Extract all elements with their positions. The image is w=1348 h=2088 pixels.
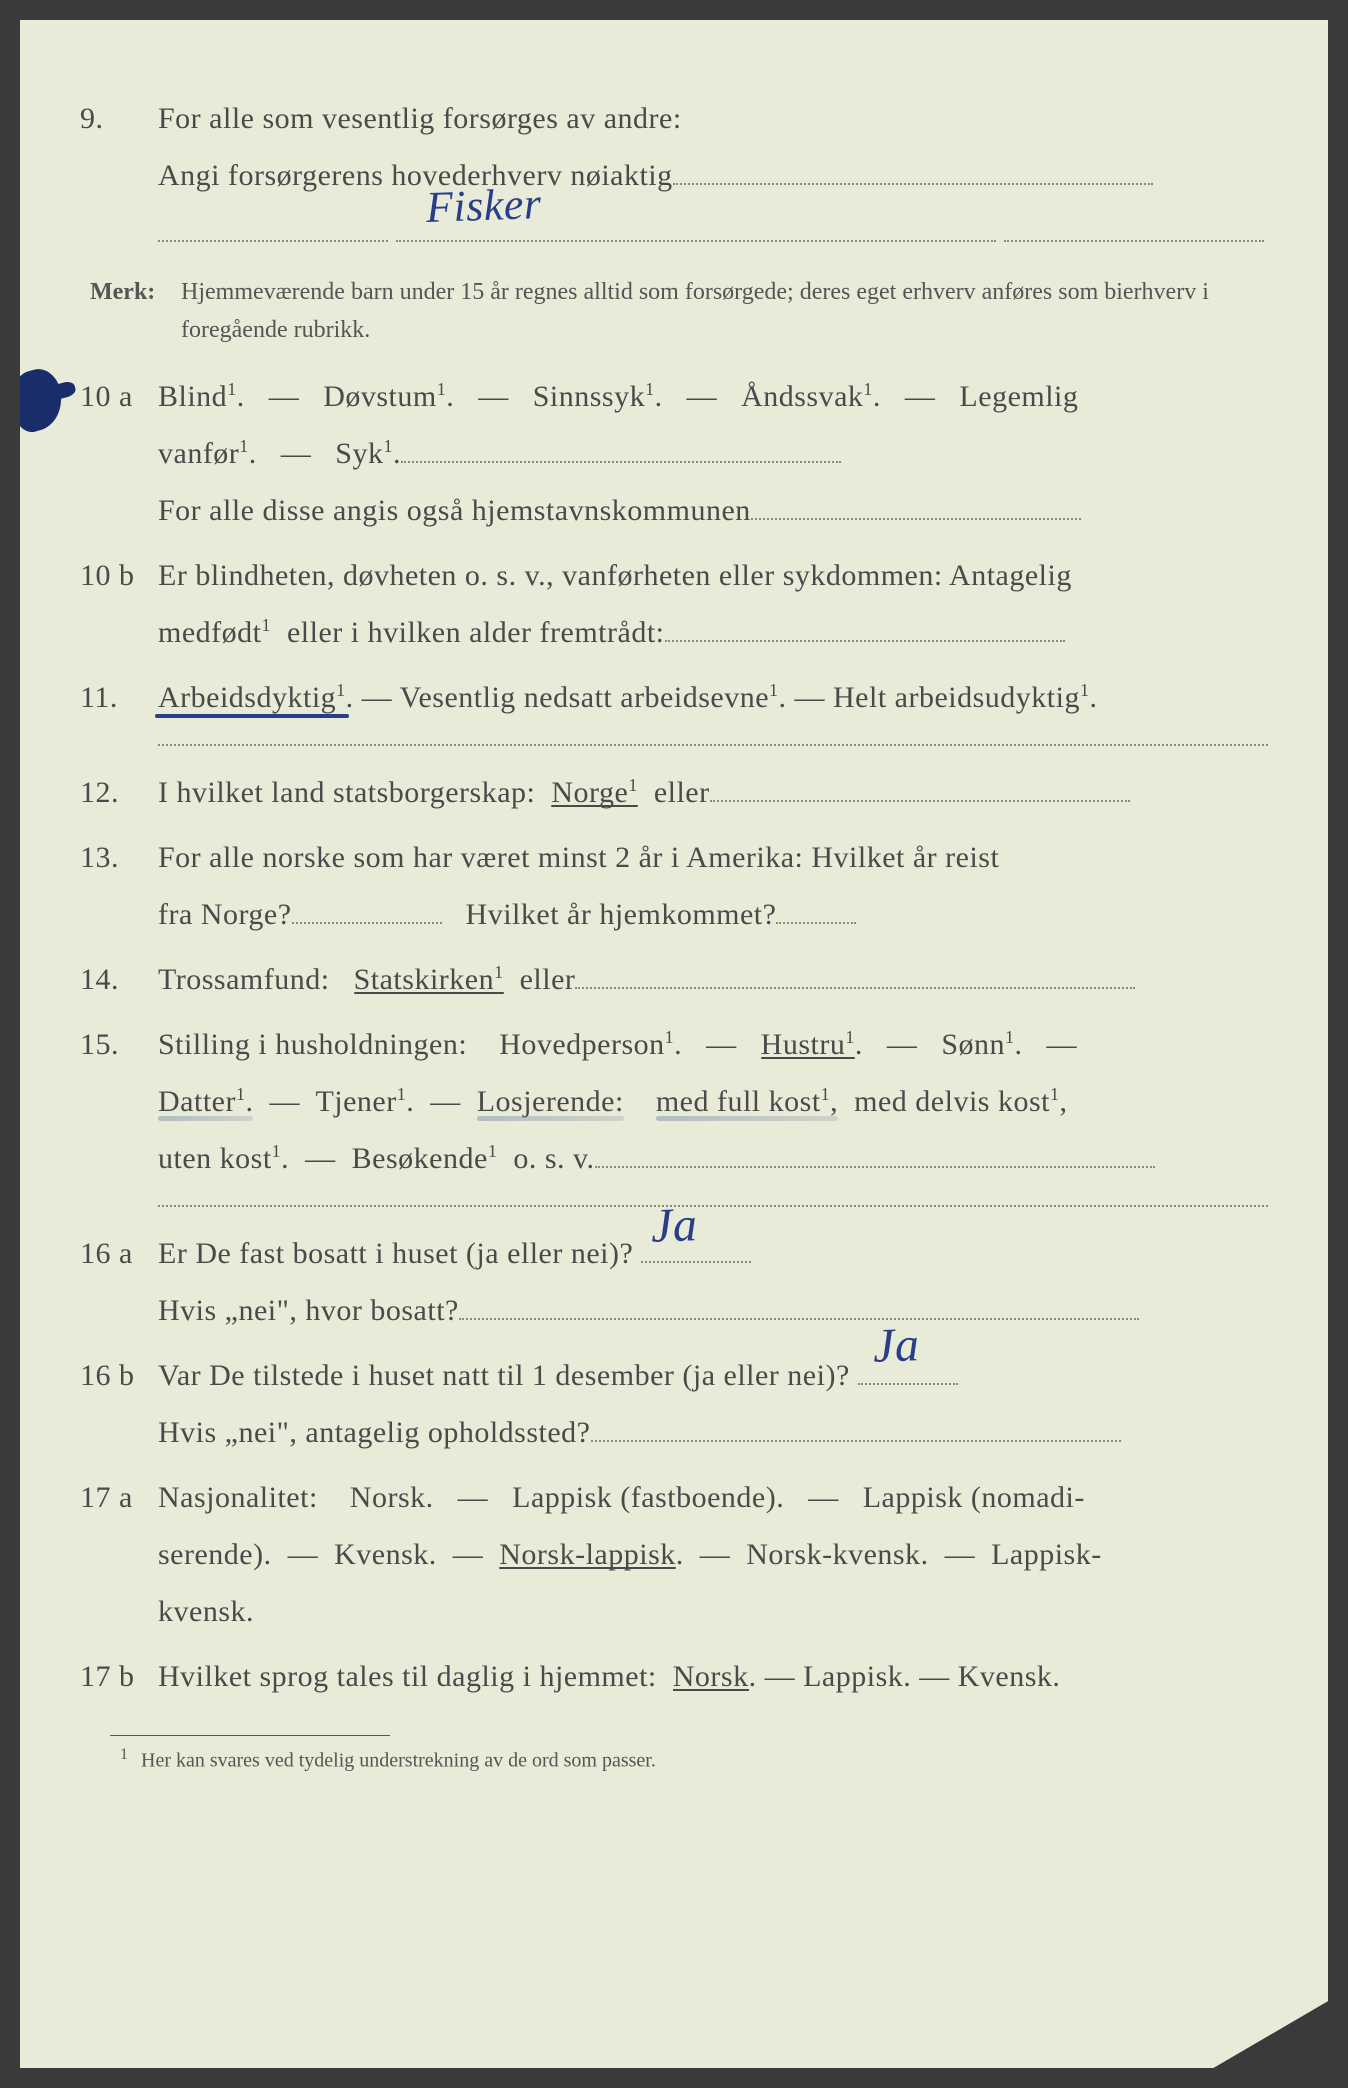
q10a-opt-sinnssyk: Sinnssyk1. bbox=[533, 380, 663, 413]
q14-suffix: eller bbox=[520, 963, 576, 996]
q17b-text: Hvilket sprog tales til daglig i hjemmet… bbox=[158, 1660, 657, 1693]
q17a-number: 17 a bbox=[80, 1469, 150, 1526]
q15-sonn: Sønn1. bbox=[941, 1028, 1022, 1061]
q12-opt: Norge1 bbox=[551, 776, 637, 809]
q10a-opt-andssvak: Åndssvak1. bbox=[741, 380, 881, 413]
q12-number: 12. bbox=[80, 764, 150, 821]
q11-number: 11. bbox=[80, 669, 150, 726]
q14-number: 14. bbox=[80, 951, 150, 1008]
q17a-lappisk-kvensk: Lappisk- bbox=[991, 1538, 1102, 1571]
q15-tjener: Tjener1. bbox=[315, 1085, 414, 1118]
note-merk: Merk: Hjemmeværende barn under 15 år reg… bbox=[90, 273, 1268, 350]
q15-hovedperson: Hovedperson1. bbox=[499, 1028, 682, 1061]
q14-text: Trossamfund: bbox=[158, 963, 330, 996]
q17a-lappisk-fast: Lappisk (fastboende) bbox=[512, 1481, 776, 1514]
q10b-number: 10 b bbox=[80, 547, 150, 604]
q17a-norsk-kvensk: Norsk-kvensk bbox=[746, 1538, 920, 1571]
footnote: 1 Her kan svares ved tydelig understrekn… bbox=[120, 1746, 1268, 1773]
q17a-serende: serende). bbox=[158, 1538, 272, 1571]
question-10a: 10 a Blind1. — Døvstum1. — Sinnssyk1. — … bbox=[80, 368, 1268, 539]
q16b-line1: Var De tilstede i huset natt til 1 desem… bbox=[158, 1359, 850, 1392]
q12-suffix: eller bbox=[654, 776, 710, 809]
q15-hustru: Hustru1 bbox=[761, 1028, 855, 1061]
divider-2 bbox=[158, 1205, 1268, 1207]
question-17a: 17 a Nasjonalitet: Norsk. — Lappisk (fas… bbox=[80, 1469, 1268, 1640]
q17b-kvensk: Kvensk bbox=[958, 1660, 1053, 1693]
q15-besokende: Besøkende1 bbox=[352, 1142, 498, 1175]
q13-number: 13. bbox=[80, 829, 150, 886]
q16a-line1: Er De fast bosatt i huset (ja eller nei)… bbox=[158, 1237, 633, 1270]
q9-number: 9. bbox=[80, 90, 150, 147]
question-11: 11. Arbeidsdyktig1. — Vesentlig nedsatt … bbox=[80, 669, 1268, 726]
q16b-line2: Hvis „nei", antagelig opholdssted? bbox=[158, 1416, 591, 1449]
q13-line2a: fra Norge? bbox=[158, 898, 292, 931]
question-17b: 17 b Hvilket sprog tales til daglig i hj… bbox=[80, 1648, 1268, 1705]
footnote-text: Her kan svares ved tydelig understreknin… bbox=[141, 1749, 656, 1771]
q11-opt1: Arbeidsdyktig1 bbox=[158, 681, 346, 714]
question-15: 15. Stilling i husholdningen: Hovedperso… bbox=[80, 1016, 1268, 1187]
question-16a: 16 a Er De fast bosatt i huset (ja eller… bbox=[80, 1225, 1268, 1339]
question-16b: 16 b Var De tilstede i huset natt til 1 … bbox=[80, 1347, 1268, 1461]
q11-opt2: Vesentlig nedsatt arbeidsevne1 bbox=[400, 681, 779, 714]
q16a-line2: Hvis „nei", hvor bosatt? bbox=[158, 1294, 459, 1327]
q15-delviskost: med delvis kost1, bbox=[854, 1085, 1067, 1118]
question-13: 13. For alle norske som har været minst … bbox=[80, 829, 1268, 943]
q16b-answer: Ja bbox=[871, 1299, 920, 1392]
q15-losjerende: Losjerende: bbox=[477, 1085, 624, 1118]
q15-text: Stilling i husholdningen: bbox=[158, 1028, 467, 1061]
q17a-text: Nasjonalitet: bbox=[158, 1481, 318, 1514]
q17a-kvensk: Kvensk bbox=[334, 1538, 429, 1571]
q15-datter: Datter1. bbox=[158, 1085, 253, 1118]
q16b-number: 16 b bbox=[80, 1347, 150, 1404]
q13-line1: For alle norske som har været minst 2 år… bbox=[158, 829, 1266, 886]
footnote-rule bbox=[110, 1735, 390, 1736]
q17a-lappisk-nomad: Lappisk (nomadi- bbox=[863, 1481, 1085, 1514]
question-12: 12. I hvilket land statsborgerskap: Norg… bbox=[80, 764, 1268, 821]
q10b-medfodt: medfødt1 bbox=[158, 616, 271, 649]
question-14: 14. Trossamfund: Statskirken1 eller bbox=[80, 951, 1268, 1008]
footnote-marker: 1 bbox=[120, 1746, 128, 1763]
q10a-line3: For alle disse angis også hjemstavnskomm… bbox=[158, 494, 751, 527]
q9-answer: Fisker bbox=[425, 162, 543, 250]
q15-fullkost: med full kost1, bbox=[656, 1085, 838, 1118]
q11-opt3: Helt arbeidsudyktig1 bbox=[833, 681, 1089, 714]
q10a-opt-dovstum: Døvstum1. bbox=[323, 380, 454, 413]
q17a-norsk: Norsk bbox=[350, 1481, 426, 1514]
q10a-opt-blind: Blind1. bbox=[158, 380, 245, 413]
ink-stain bbox=[20, 365, 69, 436]
q17a-kvensk-end: kvensk. bbox=[158, 1595, 254, 1628]
q10a-vanfor: vanfør1. bbox=[158, 437, 257, 470]
q9-line2: Angi forsørgerens hovederhverv nøiaktig bbox=[158, 159, 673, 192]
q16a-answer: Ja bbox=[650, 1179, 699, 1272]
merk-text: Hjemmeværende barn under 15 år regnes al… bbox=[181, 273, 1264, 350]
q14-opt: Statskirken1 bbox=[354, 963, 504, 996]
divider bbox=[158, 744, 1268, 746]
q15-osv: o. s. v. bbox=[513, 1142, 594, 1175]
question-9: 9. For alle som vesentlig forsørges av a… bbox=[80, 90, 1268, 261]
q10a-syk: Syk1. bbox=[335, 437, 401, 470]
q10b-line2b: eller i hvilken alder fremtrådt: bbox=[287, 616, 665, 649]
q16a-number: 16 a bbox=[80, 1225, 150, 1282]
q12-text: I hvilket land statsborgerskap: bbox=[158, 776, 535, 809]
q17a-norsk-lappisk: Norsk-lappisk bbox=[499, 1538, 675, 1571]
q17b-norsk: Norsk bbox=[673, 1660, 749, 1693]
document-page: 9. For alle som vesentlig forsørges av a… bbox=[20, 20, 1328, 2068]
q10b-line1: Er blindheten, døvheten o. s. v., vanfør… bbox=[158, 547, 1266, 604]
q15-number: 15. bbox=[80, 1016, 150, 1073]
q17b-number: 17 b bbox=[80, 1648, 150, 1705]
q15-utenkost: uten kost1. bbox=[158, 1142, 289, 1175]
question-10b: 10 b Er blindheten, døvheten o. s. v., v… bbox=[80, 547, 1268, 661]
q10a-opt-legemlig: Legemlig bbox=[959, 380, 1078, 413]
q10a-number: 10 a bbox=[80, 368, 150, 425]
q17b-lappisk: Lappisk bbox=[803, 1660, 903, 1693]
q13-line2b: Hvilket år hjemkommet? bbox=[466, 898, 777, 931]
q9-line1: For alle som vesentlig forsørges av andr… bbox=[158, 90, 1266, 147]
merk-label: Merk: bbox=[90, 273, 175, 311]
